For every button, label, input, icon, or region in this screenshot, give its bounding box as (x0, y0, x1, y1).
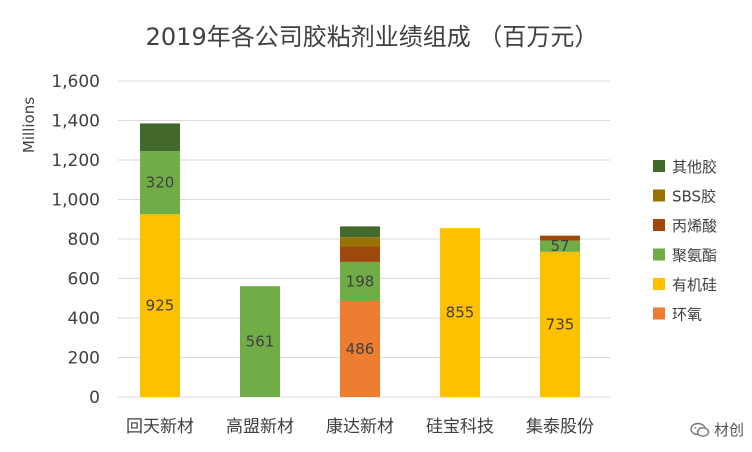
legend-label: 环氧 (672, 306, 702, 324)
bar-segment (540, 240, 580, 252)
legend-label: 聚氨酯 (672, 247, 717, 265)
watermark-text: 材创 (713, 421, 744, 439)
chart-title: 2019年各公司胶粘剂业绩组成 （百万元） (146, 23, 599, 51)
legend-label: 有机硅 (672, 276, 717, 294)
y-tick-label: 1,200 (51, 151, 100, 171)
data-label: 57 (550, 237, 569, 255)
bar-segment (340, 301, 380, 397)
x-category-label: 高盟新材 (226, 417, 294, 437)
bar-segment (540, 235, 580, 241)
data-label: 855 (446, 304, 475, 322)
bar-segment (140, 151, 180, 215)
bar-segment (340, 246, 380, 262)
legend-swatch (653, 248, 665, 261)
x-category-label: 硅宝科技 (426, 417, 494, 437)
bar-segment (140, 123, 180, 152)
data-label: 486 (346, 340, 375, 358)
bar-segment (340, 226, 380, 238)
y-tick-label: 0 (89, 388, 100, 408)
data-label: 320 (146, 174, 175, 192)
y-tick-label: 400 (68, 309, 100, 329)
bar-segment (340, 237, 380, 247)
bar-segment (140, 214, 180, 397)
x-category-label: 回天新材 (126, 417, 194, 437)
wechat-icon (690, 422, 710, 437)
y-tick-label: 800 (68, 230, 100, 250)
data-label: 735 (546, 315, 575, 333)
x-category-label: 集泰股份 (526, 417, 594, 437)
data-label: 925 (146, 297, 175, 315)
legend-swatch (653, 189, 665, 202)
bar-segment (340, 261, 380, 302)
legend-swatch (653, 307, 665, 320)
legend-swatch (653, 278, 665, 290)
data-label: 198 (346, 272, 375, 290)
legend-label: 丙烯酸 (672, 217, 717, 235)
y-axis-ticks: 0 200 400 600 800 1,000 1,200 1,400 1,600 (51, 72, 100, 408)
y-tick-label: 200 (68, 349, 100, 369)
watermark: 材创 (690, 419, 744, 440)
legend-swatch (653, 160, 665, 172)
data-label: 561 (246, 333, 275, 351)
bar-segment (240, 286, 280, 397)
legend-label: 其他胶 (672, 158, 717, 176)
legend-swatch (653, 219, 665, 231)
y-tick-label: 1,600 (51, 72, 100, 92)
y-tick-label: 1,000 (51, 191, 100, 211)
x-category-label: 康达新材 (326, 417, 394, 437)
x-axis-categories: 回天新材 高盟新材 康达新材 硅宝科技 集泰股份 (126, 417, 594, 437)
bar-segment (440, 228, 480, 397)
bar-segment (540, 251, 580, 397)
y-tick-label: 1,400 (51, 112, 100, 132)
data-labels: 925 320 561 486 198 855 735 57 (146, 174, 575, 358)
bars (140, 123, 580, 397)
y-tick-label: 600 (68, 270, 100, 290)
y-axis-title: Millions (20, 97, 38, 153)
legend-label: SBS胶 (672, 188, 716, 206)
